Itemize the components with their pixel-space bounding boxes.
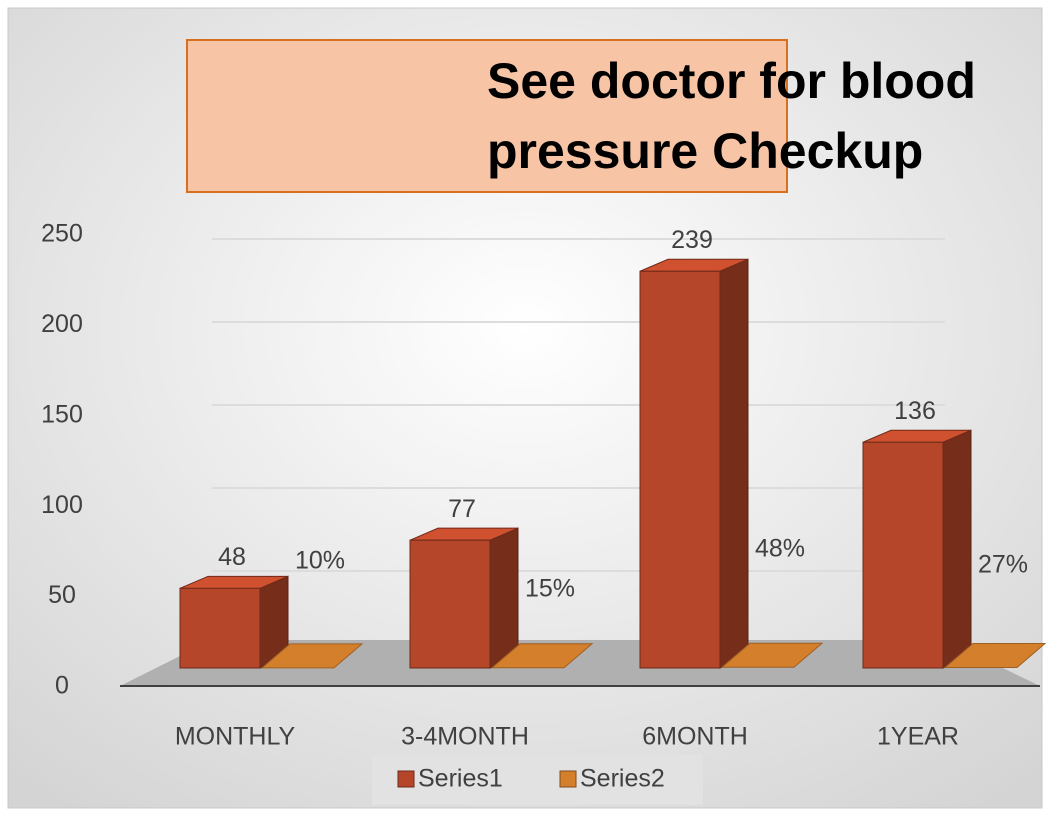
legend-label: Series1 xyxy=(418,765,503,793)
legend-label: Series2 xyxy=(580,765,665,793)
bar xyxy=(862,429,972,669)
bar xyxy=(179,575,289,669)
data-label: 10% xyxy=(295,547,345,575)
bar-side xyxy=(719,258,749,669)
bar-side xyxy=(942,429,972,669)
data-label: 239 xyxy=(671,226,713,254)
bar-front xyxy=(862,441,944,669)
legend-swatch xyxy=(397,770,415,788)
data-label: 48% xyxy=(755,535,805,563)
y-tick-label: 150 xyxy=(41,400,83,428)
bar-front xyxy=(639,270,721,669)
x-tick-label: 1YEAR xyxy=(877,723,959,751)
y-tick-label: 50 xyxy=(48,581,76,609)
bar-side xyxy=(489,527,519,669)
data-label: 15% xyxy=(525,575,575,603)
y-tick-label: 100 xyxy=(41,491,83,519)
y-tick-label: 200 xyxy=(41,310,83,338)
data-label: 77 xyxy=(448,495,476,523)
data-label: 27% xyxy=(978,551,1028,579)
x-tick-label: MONTHLY xyxy=(175,723,296,751)
x-tick-label: 3-4MONTH xyxy=(401,723,529,751)
bar xyxy=(409,527,519,669)
bar-front xyxy=(179,587,261,669)
y-tick-label: 250 xyxy=(41,220,83,248)
x-tick-label: 6MONTH xyxy=(642,723,748,751)
chart-title: See doctor for blood pressure Checkup xyxy=(487,53,976,179)
bar-front xyxy=(409,539,491,669)
legend-swatch xyxy=(559,770,577,788)
y-tick-label: 0 xyxy=(55,672,69,700)
data-label: 136 xyxy=(894,397,936,425)
bar xyxy=(490,643,594,669)
bar xyxy=(943,643,1047,669)
bar xyxy=(639,258,749,669)
bar xyxy=(260,643,364,669)
legend xyxy=(372,755,703,805)
data-label: 48 xyxy=(218,543,246,571)
title-box xyxy=(186,39,788,193)
bar xyxy=(720,642,824,668)
